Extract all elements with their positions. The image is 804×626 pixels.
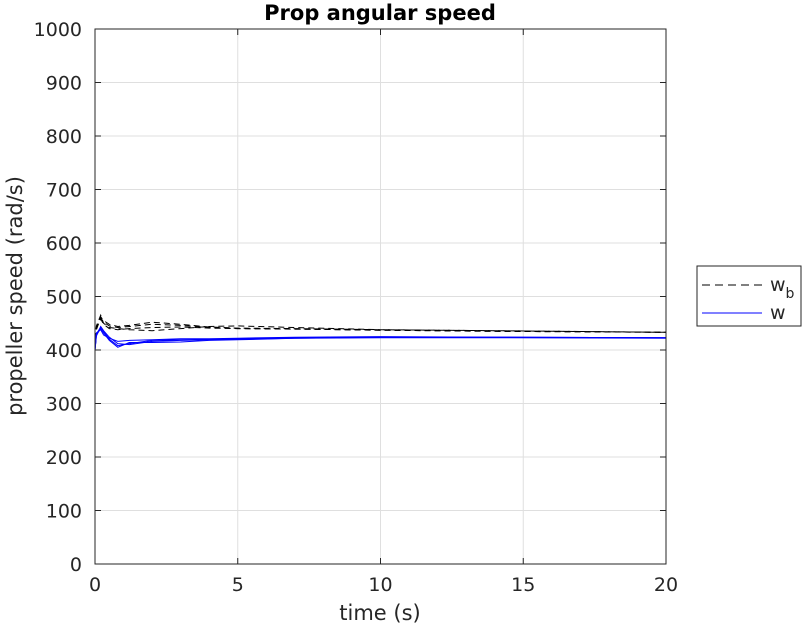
series-line-w-b-2 <box>94 313 667 340</box>
series-line-w-b-3 <box>94 316 667 340</box>
legend-label-w-b-sub: b <box>786 286 795 302</box>
y-tick-label: 0 <box>70 554 82 576</box>
series-line-w-7 <box>94 328 667 351</box>
series-line-w-b-1 <box>94 315 667 340</box>
legend-label-w-b: wb <box>770 274 795 302</box>
x-tick-label: 10 <box>368 574 392 596</box>
y-tick-label: 1000 <box>34 19 82 41</box>
legend-label-w-b-main: w <box>770 274 786 296</box>
y-tick-label: 400 <box>46 340 82 362</box>
x-tick-label: 0 <box>89 574 101 596</box>
y-tick-label: 200 <box>46 447 82 469</box>
y-tick-label: 300 <box>46 394 82 416</box>
legend-box <box>696 265 802 327</box>
series-group <box>94 313 667 351</box>
series-line-w-b-4 <box>94 317 667 340</box>
x-tick-label: 15 <box>511 574 535 596</box>
y-tick-label: 500 <box>46 287 82 309</box>
x-tick-label: 20 <box>654 574 678 596</box>
x-axis-label: time (s) <box>339 601 420 625</box>
y-tick-label: 900 <box>46 73 82 95</box>
chart-title: Prop angular speed <box>264 1 496 25</box>
legend: wb w <box>696 265 802 327</box>
y-tick-label: 600 <box>46 233 82 255</box>
series-line-w-8 <box>94 325 667 351</box>
y-axis-label: propeller speed (rad/s) <box>3 176 27 416</box>
y-tick-label: 800 <box>46 126 82 148</box>
legend-label-w: w <box>770 302 786 324</box>
y-tick-label: 700 <box>46 180 82 202</box>
y-tick-label: 100 <box>46 501 82 523</box>
x-tick-label: 5 <box>232 574 244 596</box>
